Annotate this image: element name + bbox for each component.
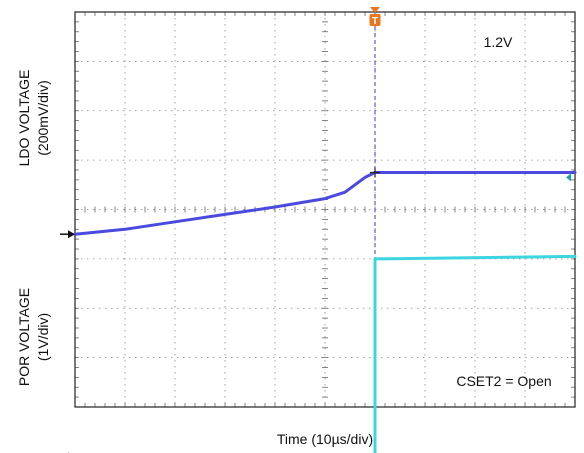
ldo-axis-label-group: LDO VOLTAGE — [16, 70, 32, 167]
ldo-scale-label: (200mV/div) — [35, 80, 51, 155]
trigger-badge-icon — [369, 14, 381, 26]
trigger-level-marker-icon — [566, 173, 571, 182]
por-axis-label-group: POR VOLTAGE — [16, 288, 32, 386]
traces — [73, 12, 577, 453]
trigger-badge-label: T — [372, 16, 378, 27]
por-voltage-trace — [373, 254, 577, 453]
cset2-annotation: CSET2 = Open — [456, 373, 551, 389]
por-axis-label: POR VOLTAGE — [16, 288, 32, 386]
x-axis-label: Time (10µs/div) — [277, 431, 373, 447]
por-scale-label: (1V/div) — [35, 313, 51, 361]
ldo-level-label: 1.2V — [484, 34, 513, 50]
ldo-axis-label: LDO VOLTAGE — [16, 70, 32, 167]
cursor-cross-icon — [370, 167, 380, 178]
ldo-voltage-trace — [73, 171, 577, 236]
ldo-scale-label-group: (200mV/div) — [35, 80, 51, 155]
trigger-top-arrow-icon — [370, 7, 380, 13]
plot-frame — [74, 11, 576, 408]
markers: T — [60, 7, 571, 453]
por-scale-label-group: (1V/div) — [35, 313, 51, 361]
ldo-ground-marker-icon — [68, 230, 75, 239]
